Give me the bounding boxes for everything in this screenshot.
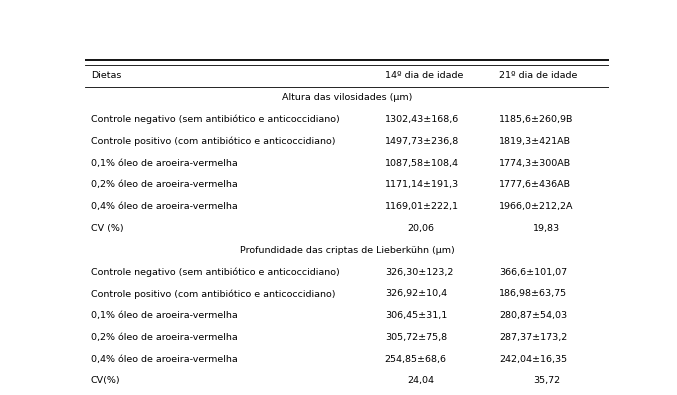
Text: 0,4% óleo de aroeira-vermelha: 0,4% óleo de aroeira-vermelha xyxy=(91,355,238,363)
Text: Altura das vilosidades (μm): Altura das vilosidades (μm) xyxy=(282,93,412,102)
Text: Controle positivo (com antibiótico e anticoccidiano): Controle positivo (com antibiótico e ant… xyxy=(91,137,335,146)
Text: 280,87±54,03: 280,87±54,03 xyxy=(499,311,567,320)
Text: Dietas: Dietas xyxy=(91,71,121,81)
Text: Profundidade das criptas de Lieberkühn (μm): Profundidade das criptas de Lieberkühn (… xyxy=(240,246,454,255)
Text: Controle positivo (com antibiótico e anticoccidiano): Controle positivo (com antibiótico e ant… xyxy=(91,289,335,299)
Text: 326,30±123,2: 326,30±123,2 xyxy=(385,267,453,276)
Text: 0,1% óleo de aroeira-vermelha: 0,1% óleo de aroeira-vermelha xyxy=(91,159,238,168)
Text: 1302,43±168,6: 1302,43±168,6 xyxy=(385,115,459,124)
Text: 287,37±173,2: 287,37±173,2 xyxy=(499,333,567,342)
Text: Controle negativo (sem antibiótico e anticoccidiano): Controle negativo (sem antibiótico e ant… xyxy=(91,115,340,124)
Text: 0,2% óleo de aroeira-vermelha: 0,2% óleo de aroeira-vermelha xyxy=(91,181,238,190)
Text: 21º dia de idade: 21º dia de idade xyxy=(499,71,577,81)
Text: 0,1% óleo de aroeira-vermelha: 0,1% óleo de aroeira-vermelha xyxy=(91,311,238,320)
Text: 24,04: 24,04 xyxy=(407,376,434,386)
Text: 1087,58±108,4: 1087,58±108,4 xyxy=(385,159,459,168)
Text: 186,98±63,75: 186,98±63,75 xyxy=(499,290,567,298)
Text: 35,72: 35,72 xyxy=(533,376,560,386)
Text: 1819,3±421AB: 1819,3±421AB xyxy=(499,137,571,146)
Text: 19,83: 19,83 xyxy=(533,224,560,233)
Text: 1774,3±300AB: 1774,3±300AB xyxy=(499,159,571,168)
Text: 254,85±68,6: 254,85±68,6 xyxy=(385,355,447,363)
Text: 1185,6±260,9B: 1185,6±260,9B xyxy=(499,115,573,124)
Text: 1169,01±222,1: 1169,01±222,1 xyxy=(385,202,459,211)
Text: CV (%): CV (%) xyxy=(91,224,123,233)
Text: 0,2% óleo de aroeira-vermelha: 0,2% óleo de aroeira-vermelha xyxy=(91,333,238,342)
Text: 0,4% óleo de aroeira-vermelha: 0,4% óleo de aroeira-vermelha xyxy=(91,202,238,211)
Text: 326,92±10,4: 326,92±10,4 xyxy=(385,290,447,298)
Text: 366,6±101,07: 366,6±101,07 xyxy=(499,267,567,276)
Text: 306,45±31,1: 306,45±31,1 xyxy=(385,311,447,320)
Text: 1966,0±212,2A: 1966,0±212,2A xyxy=(499,202,573,211)
Text: 305,72±75,8: 305,72±75,8 xyxy=(385,333,447,342)
Text: 1497,73±236,8: 1497,73±236,8 xyxy=(385,137,459,146)
Text: CV(%): CV(%) xyxy=(91,376,121,386)
Text: 1171,14±191,3: 1171,14±191,3 xyxy=(385,181,459,190)
Text: Controle negativo (sem antibiótico e anticoccidiano): Controle negativo (sem antibiótico e ant… xyxy=(91,267,340,277)
Text: 1777,6±436AB: 1777,6±436AB xyxy=(499,181,571,190)
Text: 20,06: 20,06 xyxy=(407,224,434,233)
Text: 242,04±16,35: 242,04±16,35 xyxy=(499,355,567,363)
Text: 14º dia de idade: 14º dia de idade xyxy=(385,71,463,81)
